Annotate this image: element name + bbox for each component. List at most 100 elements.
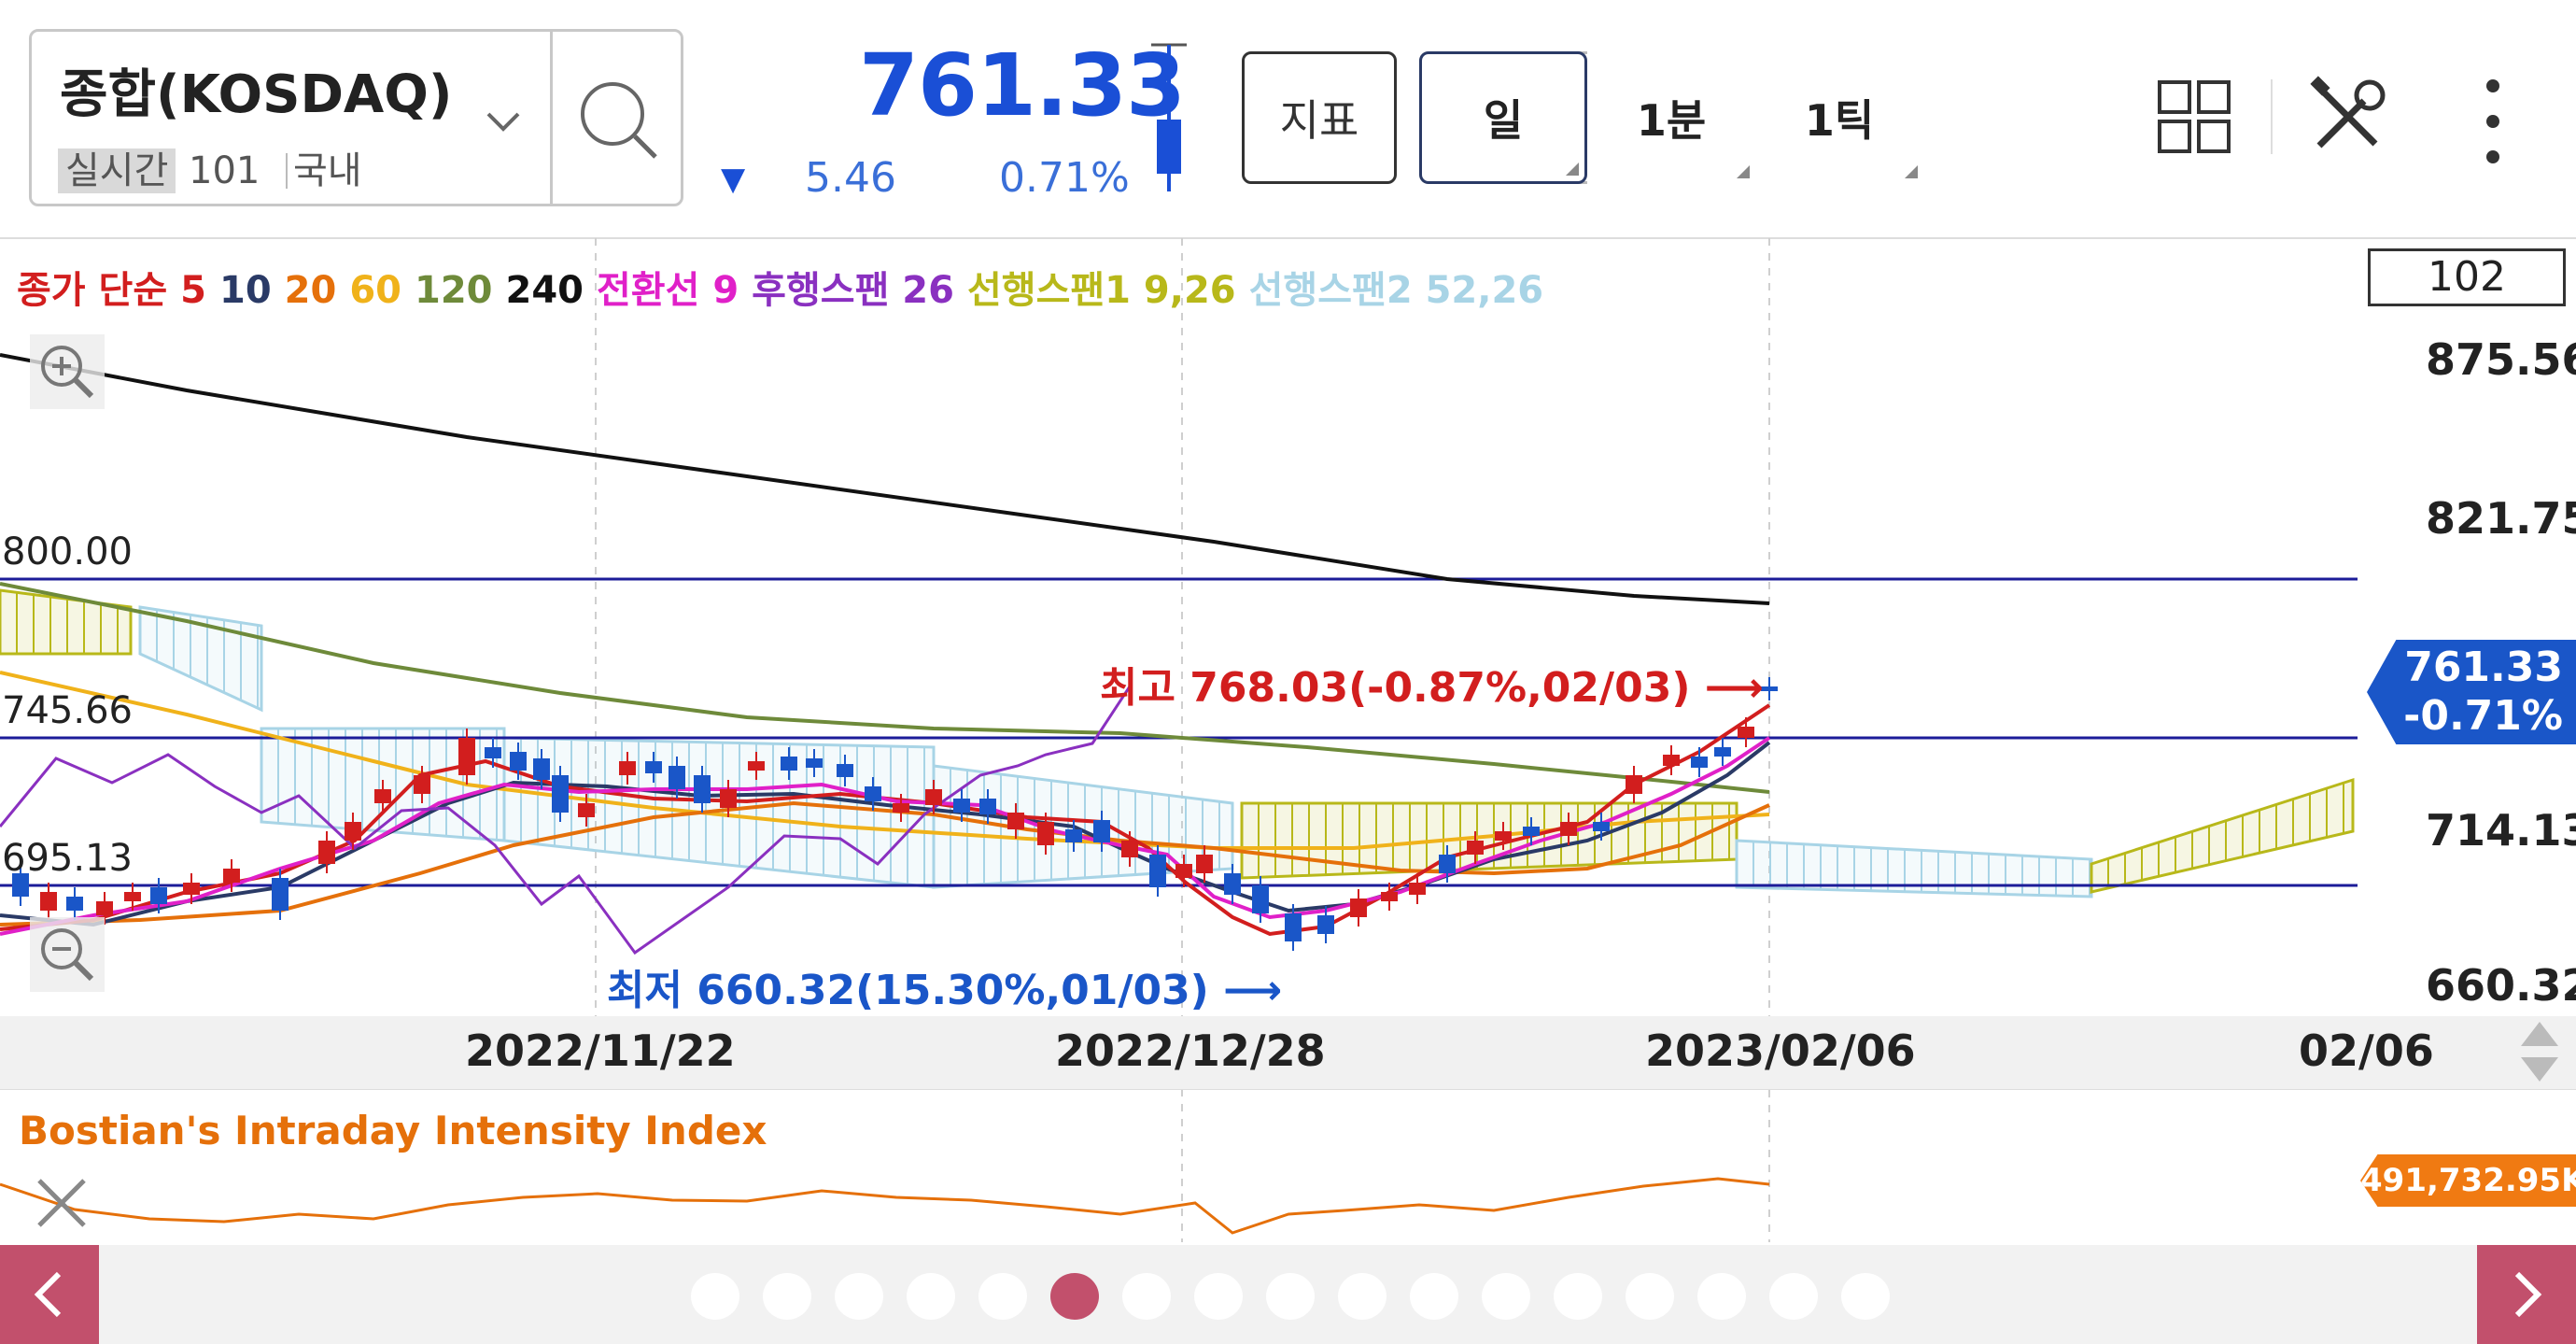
- page-dot[interactable]: [1697, 1273, 1746, 1320]
- indicator-title: Bostian's Intraday Intensity Index: [19, 1108, 767, 1153]
- ma60-line: [0, 671, 1770, 850]
- symbol-selector[interactable]: 종합(KOSDAQ) 실시간 101 국내: [29, 29, 683, 206]
- more-options-button[interactable]: [2465, 75, 2521, 168]
- candle-body: [533, 758, 550, 780]
- page-dot[interactable]: [978, 1273, 1027, 1320]
- down-triangle-icon: ▼: [721, 161, 746, 198]
- candle-body: [12, 873, 29, 897]
- page-dot[interactable]: [1122, 1273, 1171, 1320]
- legend-item[interactable]: 10: [218, 269, 272, 312]
- candle-body: [1467, 841, 1484, 855]
- indicator-button[interactable]: 지표: [1242, 51, 1397, 184]
- axis-scroll-control[interactable]: [2512, 1018, 2568, 1085]
- zoom-in-button[interactable]: [30, 334, 105, 409]
- candle-body: [1738, 727, 1754, 738]
- legend-item[interactable]: 60: [349, 269, 401, 312]
- page-dot[interactable]: [1769, 1273, 1818, 1320]
- page-dot[interactable]: [691, 1273, 739, 1320]
- candle-body: [1409, 883, 1426, 895]
- page-dot[interactable]: [1554, 1273, 1602, 1320]
- page-dot[interactable]: [907, 1273, 955, 1320]
- next-page-button[interactable]: [2477, 1245, 2576, 1344]
- candle-body: [1317, 915, 1334, 934]
- candle-body: [979, 799, 996, 814]
- chevron-down-icon[interactable]: [485, 97, 522, 145]
- candle-body: [124, 892, 141, 901]
- ma20-line: [0, 800, 1770, 927]
- level-label: 745.66: [2, 689, 133, 732]
- ma240-line: [0, 353, 1770, 605]
- candle-body: [1007, 813, 1024, 829]
- candle-body: [150, 887, 167, 904]
- candle-body: [345, 822, 361, 841]
- price-change-pct: 0.71%: [999, 154, 1130, 202]
- indicator-legend[interactable]: 종가 단순 5 10 20 60 120 240 전환선 9 후행스팬 26 선행스팬1 9,26…: [17, 260, 1556, 314]
- page-dot[interactable]: [1626, 1273, 1674, 1320]
- candle-body: [1037, 822, 1054, 845]
- page-dot[interactable]: [1338, 1273, 1387, 1320]
- zoom-out-button[interactable]: [30, 917, 105, 992]
- candle-body: [1093, 820, 1110, 842]
- search-icon: [581, 82, 657, 159]
- wrench-screwdriver-icon: [2310, 76, 2386, 149]
- candle-body: [272, 878, 289, 911]
- x-axis-label: 2022/11/22: [465, 1026, 736, 1076]
- page-dot[interactable]: [835, 1273, 883, 1320]
- candle-body: [1350, 898, 1367, 917]
- tab-day[interactable]: 일: [1419, 51, 1587, 184]
- candle-body: [458, 738, 475, 775]
- zoom-in-icon: [30, 334, 105, 409]
- candle-body: [1560, 822, 1577, 836]
- close-indicator-button[interactable]: [34, 1175, 90, 1231]
- y-axis-label: 660.32: [2426, 960, 2576, 1011]
- candle-body: [96, 901, 113, 915]
- tab-1min[interactable]: 1분: [1587, 51, 1755, 184]
- level-label: 800.00: [2, 531, 133, 573]
- page-dot[interactable]: [1482, 1273, 1530, 1320]
- candle-body: [1121, 841, 1138, 857]
- legend-item[interactable]: 선행스팬1 9,26: [966, 269, 1236, 312]
- page-dot[interactable]: [1050, 1273, 1099, 1320]
- symbol-name[interactable]: 종합(KOSDAQ): [60, 64, 453, 125]
- search-button[interactable]: [553, 32, 683, 204]
- candle-body: [183, 883, 200, 895]
- candle-body: [1691, 757, 1708, 768]
- candle-body: [619, 761, 636, 775]
- candle-body: [1224, 873, 1241, 895]
- legend-item[interactable]: 5: [180, 269, 206, 312]
- candle-body: [893, 803, 909, 813]
- page-dot[interactable]: [1410, 1273, 1458, 1320]
- tab-label: 1분: [1636, 95, 1707, 146]
- price-chart[interactable]: [0, 233, 2576, 1245]
- candle-body: [1495, 831, 1512, 841]
- prev-page-button[interactable]: [0, 1245, 99, 1344]
- legend-item[interactable]: 120: [415, 269, 493, 312]
- legend-item[interactable]: 전환선 9: [597, 269, 739, 312]
- candlestick-series: [12, 677, 1778, 951]
- chart-header: 종합(KOSDAQ) 실시간 101 국내 761.33 ▼ 5.46 0.71…: [0, 0, 2576, 233]
- tools-button[interactable]: [2306, 75, 2390, 159]
- page-dot[interactable]: [1194, 1273, 1243, 1320]
- candle-body: [1252, 885, 1269, 913]
- market-code: 101: [189, 149, 260, 192]
- layout-grid-button[interactable]: [2157, 79, 2231, 154]
- lagging-span-line: [0, 686, 1132, 955]
- page-dot[interactable]: [1266, 1273, 1315, 1320]
- candle-count-input[interactable]: 102: [2368, 248, 2566, 306]
- tab-1tick[interactable]: 1틱: [1755, 51, 1923, 184]
- legend-item[interactable]: 후행스팬 26: [752, 269, 954, 312]
- candle-body: [414, 775, 430, 794]
- legend-item[interactable]: 선행스팬2 52,26: [1248, 269, 1544, 312]
- high-annotation-text: 최고 768.03(-0.87%,02/03): [1100, 664, 1691, 712]
- legend-item[interactable]: 20: [284, 269, 337, 312]
- page-dot[interactable]: [763, 1273, 811, 1320]
- arrow-right-icon: ⟶: [1208, 967, 1283, 1014]
- candle-body: [1439, 855, 1456, 873]
- page-dot[interactable]: [1841, 1273, 1890, 1320]
- legend-item[interactable]: 240: [505, 269, 584, 312]
- legend-item[interactable]: 종가 단순: [17, 269, 168, 312]
- zoom-out-icon: [30, 917, 105, 992]
- candle-body: [510, 752, 527, 771]
- candle-body: [1663, 755, 1680, 766]
- ma5-line: [0, 703, 1771, 937]
